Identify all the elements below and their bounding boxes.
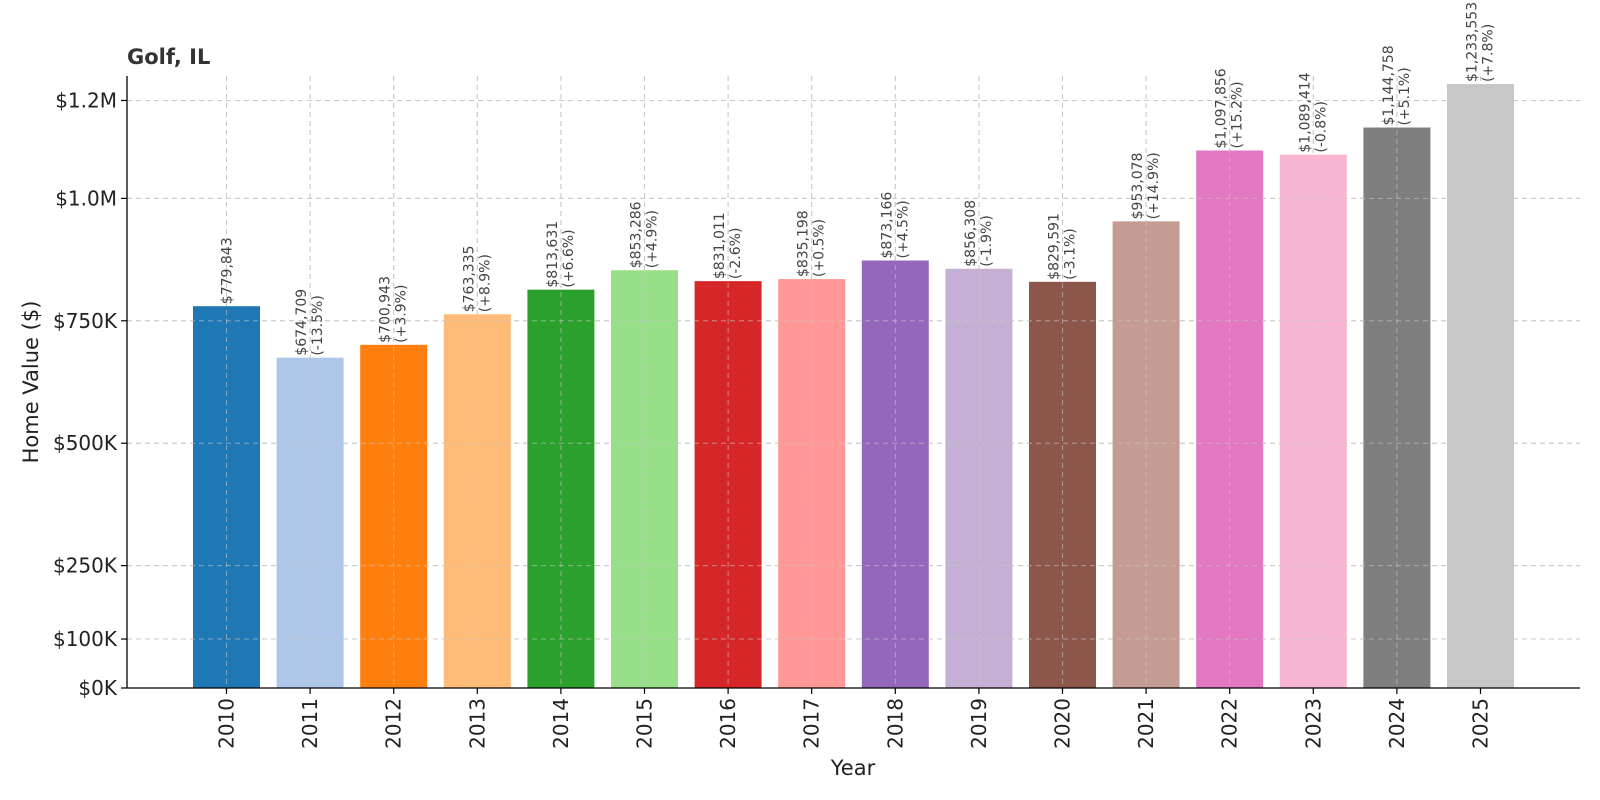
y-tick-label: $1.2M: [55, 88, 117, 112]
x-tick-label: 2022: [1218, 698, 1242, 749]
grid: [127, 76, 1580, 688]
chart-title: Golf, IL: [127, 45, 210, 69]
x-axis-label: Year: [830, 756, 876, 780]
x-tick-label: 2019: [967, 698, 991, 749]
x-tick-label: 2013: [465, 698, 489, 749]
y-tick-label: $100K: [53, 627, 118, 651]
value-label: $1,097,856: [1214, 68, 1230, 148]
value-label: $700,943: [378, 276, 394, 343]
y-tick-label: $250K: [53, 554, 118, 578]
x-tick-label: 2016: [716, 698, 740, 749]
x-tick-label: 2011: [298, 698, 322, 749]
change-label: (+0.5%): [812, 219, 828, 277]
change-label: (+3.9%): [394, 285, 410, 343]
bar-2010: [193, 306, 260, 688]
bar-labels: $779,843 $674,709 (-13.5%) $700,943 (+3.9%) $…: [220, 2, 1497, 356]
value-label: $953,078: [1130, 153, 1146, 220]
change-label: (+4.9%): [645, 210, 661, 268]
change-label: (+6.6%): [561, 229, 577, 287]
change-label: (+8.9%): [477, 254, 493, 312]
change-label: (-2.6%): [728, 228, 744, 280]
value-label: $856,308: [963, 200, 979, 267]
change-label: (+5.1%): [1397, 67, 1413, 125]
change-label: (-13.5%): [310, 295, 326, 355]
value-label: $831,011: [712, 212, 728, 279]
change-label: (+14.9%): [1146, 152, 1162, 219]
x-tick-label: 2010: [215, 698, 239, 749]
y-tick-label: $0K: [78, 676, 117, 700]
value-label: $674,709: [294, 289, 310, 356]
x-tick-label: 2020: [1051, 698, 1075, 749]
value-label: $835,198: [796, 210, 812, 277]
change-label: (+7.8%): [1481, 24, 1497, 82]
value-label: $853,286: [629, 201, 645, 268]
value-label: $813,631: [545, 221, 561, 288]
change-label: (-0.8%): [1313, 101, 1329, 153]
x-tick-label: 2015: [633, 698, 657, 749]
y-tick-label: $750K: [53, 309, 118, 333]
y-tick-label: $1.0M: [55, 186, 117, 210]
value-label: $1,144,758: [1381, 45, 1397, 125]
value-label: $1,233,553: [1465, 2, 1481, 82]
value-label: $829,591: [1047, 213, 1063, 280]
value-label: $763,335: [461, 245, 477, 312]
x-ticks: 2010 2011 2012 2013 2014 2015 2016 2017 2018 2019…: [215, 688, 1493, 749]
change-label: (-1.9%): [979, 215, 995, 267]
x-tick-label: 2017: [800, 698, 824, 749]
change-label: (-3.1%): [1063, 228, 1079, 280]
x-tick-label: 2023: [1301, 698, 1325, 749]
axes: [126, 76, 1580, 689]
change-label: (+15.2%): [1230, 81, 1246, 148]
value-label: $779,843: [220, 237, 236, 304]
y-tick-label: $500K: [53, 431, 118, 455]
x-tick-label: 2025: [1469, 698, 1493, 749]
x-tick-label: 2012: [382, 698, 406, 749]
y-ticks: $0K $100K $250K $500K $750K $1.0M $1.2M: [53, 88, 127, 700]
y-axis-label: Home Value ($): [19, 301, 43, 464]
x-tick-label: 2014: [549, 698, 573, 749]
bars: [127, 76, 1580, 689]
value-label: $1,089,414: [1297, 72, 1313, 152]
change-label: (+4.5%): [895, 200, 911, 258]
x-tick-label: 2021: [1134, 698, 1158, 749]
x-tick-label: 2018: [883, 698, 907, 749]
value-label: $873,166: [879, 192, 895, 259]
x-tick-label: 2024: [1385, 698, 1409, 749]
